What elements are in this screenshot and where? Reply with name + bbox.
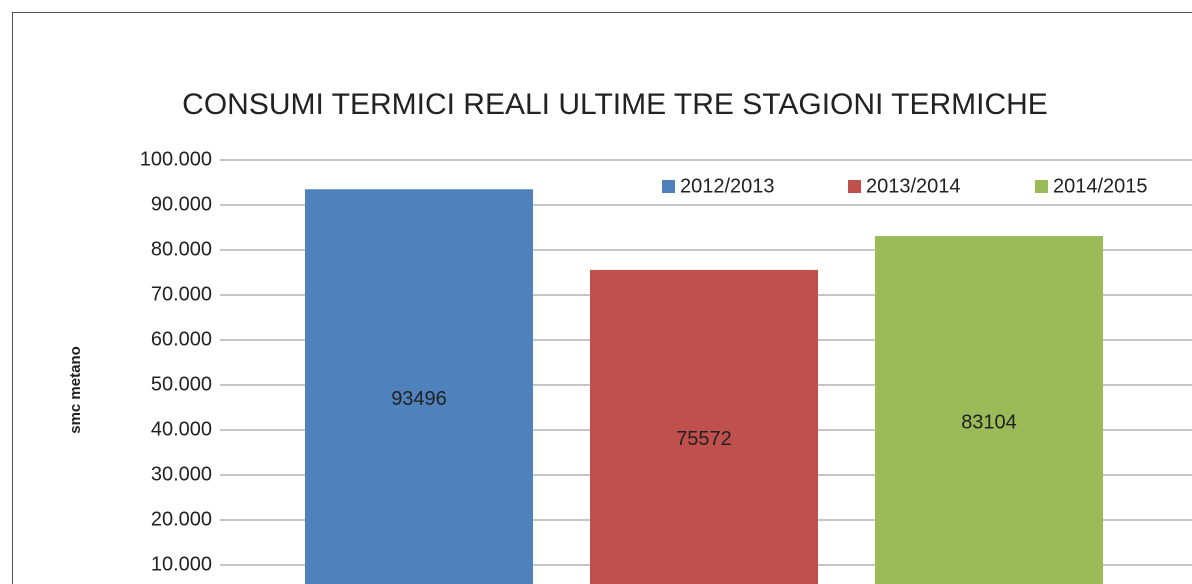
legend-label: 2014/2015 — [1053, 175, 1148, 197]
y-tick-label: 10.000 — [151, 553, 212, 575]
y-tick-label: 80.000 — [151, 238, 212, 260]
y-tick-label: 60.000 — [151, 328, 212, 350]
bar — [875, 236, 1103, 584]
chart-title: CONSUMI TERMICI REALI ULTIME TRE STAGION… — [182, 88, 1048, 121]
legend-label: 2013/2014 — [866, 175, 961, 197]
y-tick-label: 40.000 — [151, 418, 212, 440]
y-tick-label: 70.000 — [151, 283, 212, 305]
bar — [590, 269, 818, 584]
y-tick-label: 20.000 — [151, 508, 212, 530]
data-label: 83104 — [961, 411, 1017, 433]
legend-swatch — [662, 180, 675, 193]
data-label: 93496 — [391, 388, 447, 410]
y-tick-label: 100.000 — [140, 148, 212, 170]
y-tick-label: 50.000 — [151, 373, 212, 395]
y-tick-label: 90.000 — [151, 193, 212, 215]
y-axis-label: smc metano — [67, 346, 84, 434]
legend-label: 2012/2013 — [680, 175, 775, 197]
data-label: 75572 — [676, 428, 732, 450]
legend-swatch — [1035, 180, 1048, 193]
y-tick-label: 30.000 — [151, 463, 212, 485]
legend-swatch — [848, 180, 861, 193]
bar — [305, 189, 533, 584]
